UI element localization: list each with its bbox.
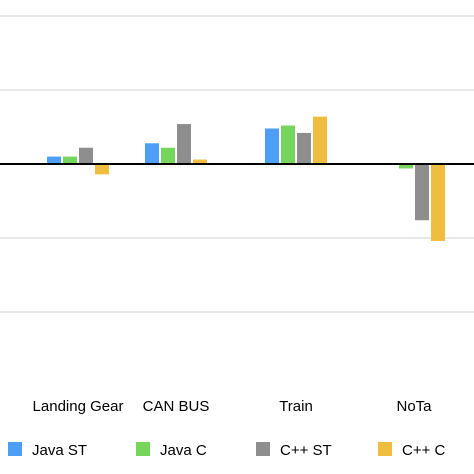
legend-label: Java C — [160, 442, 207, 459]
bar-java-c-can-bus — [161, 147, 175, 164]
x-tick-label: CAN BUS — [143, 398, 210, 415]
bar-java-c-landing-gear — [63, 156, 77, 164]
bar-c-st-nota — [415, 164, 429, 221]
bar-c-st-train — [297, 132, 311, 164]
bar-c-st-landing-gear — [79, 147, 93, 164]
gridlines — [0, 15, 474, 313]
bar-c-c-landing-gear — [95, 164, 109, 175]
x-tick-label: NoTa — [396, 398, 432, 415]
legend: Java ST Java C C++ ST C++ C — [8, 442, 446, 459]
legend-item-c-c: C++ C — [378, 442, 446, 459]
bar-c-c-nota — [431, 164, 445, 241]
x-tick-label: Train — [279, 398, 313, 415]
legend-item-c-st: C++ ST — [256, 442, 332, 459]
bar-c-c-can-bus — [193, 159, 207, 164]
bar-java-st-landing-gear — [47, 156, 61, 164]
legend-swatch — [8, 442, 22, 456]
bar-c-st-can-bus — [177, 124, 191, 164]
bar-java-st-can-bus — [145, 143, 159, 164]
legend-swatch — [136, 442, 150, 456]
bars — [47, 116, 445, 241]
legend-label: C++ C — [402, 442, 446, 459]
legend-swatch — [256, 442, 270, 456]
bar-java-st-train — [265, 128, 279, 164]
bar-java-c-train — [281, 125, 295, 164]
legend-label: C++ ST — [280, 442, 332, 459]
legend-swatch — [378, 442, 392, 456]
bar-c-c-train — [313, 116, 327, 164]
x-tick-label: Landing Gear — [33, 398, 124, 415]
legend-item-java-c: Java C — [136, 442, 207, 459]
legend-label: Java ST — [32, 442, 87, 459]
bar-java-c-nota — [399, 164, 413, 169]
legend-item-java-st: Java ST — [8, 442, 87, 459]
